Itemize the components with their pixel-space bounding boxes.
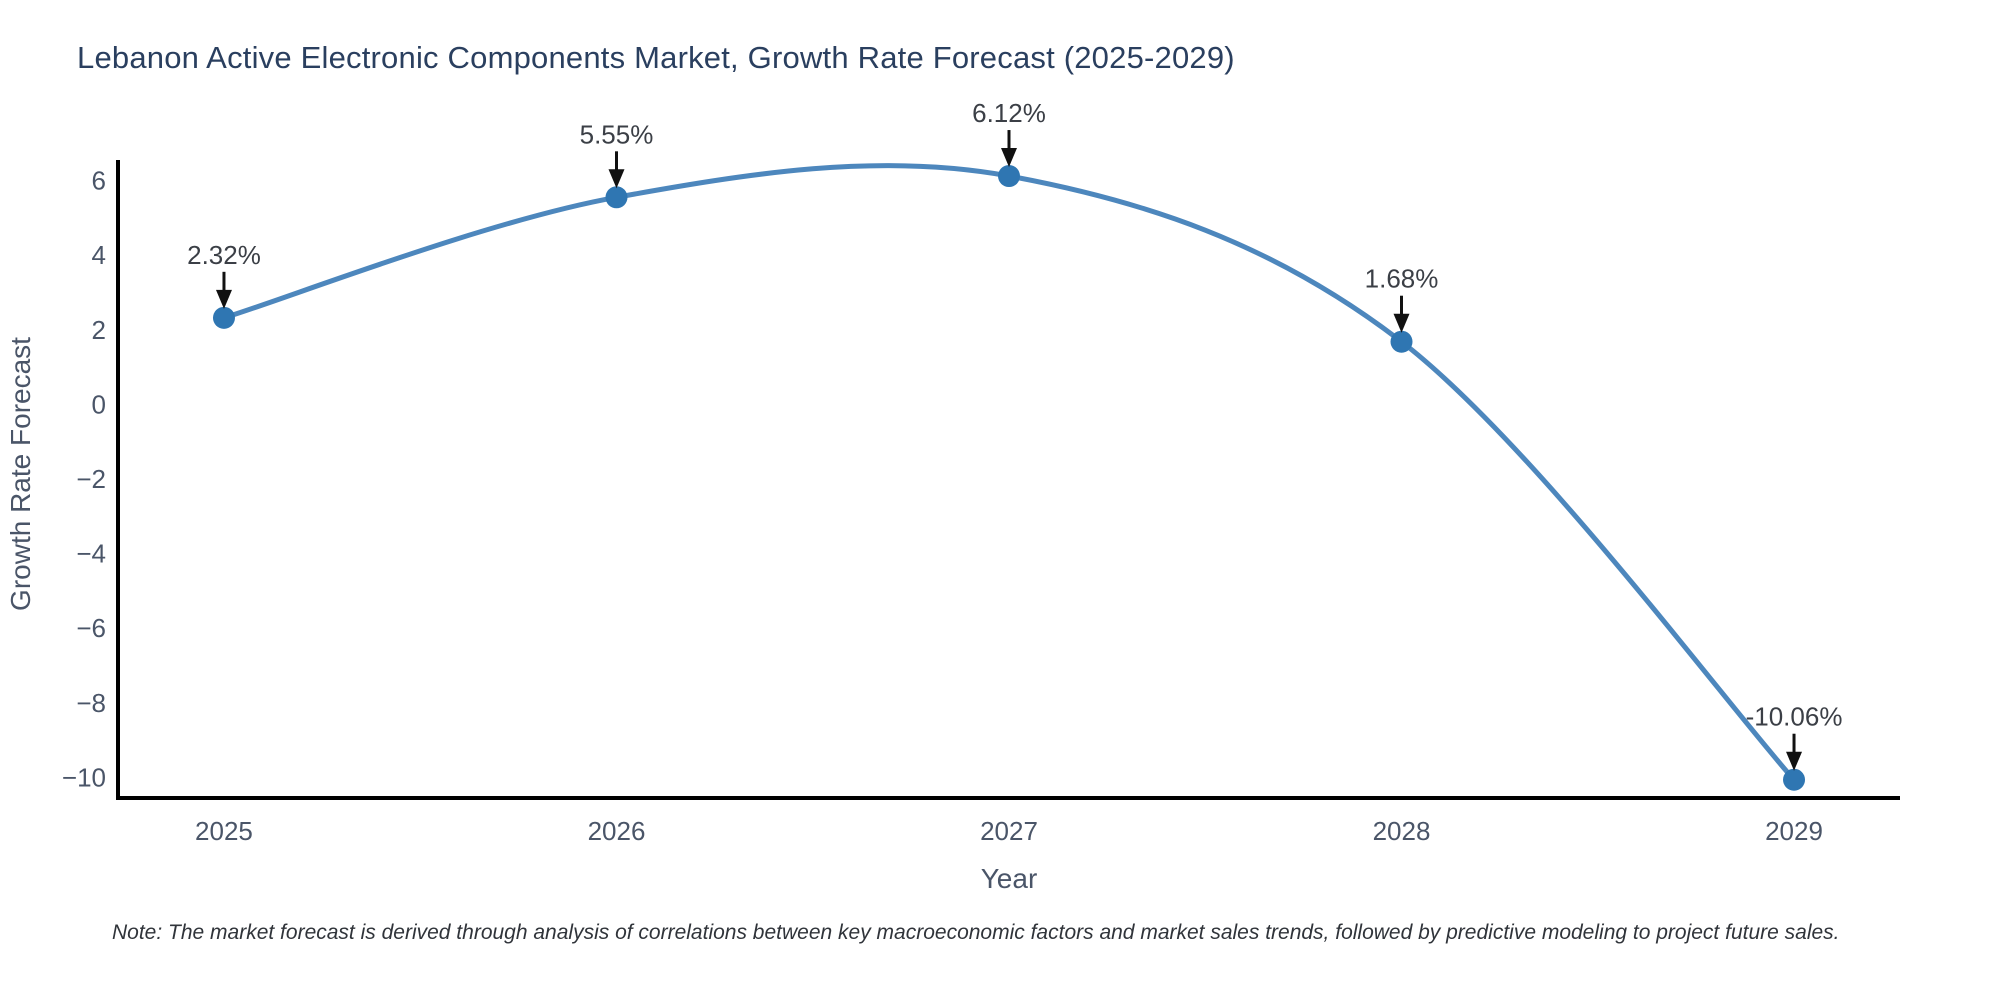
y-tick-label: 4 (92, 240, 106, 270)
data-point-marker (1390, 330, 1413, 353)
annotation-arrowhead (1001, 148, 1017, 168)
chart-title: Lebanon Active Electronic Components Mar… (77, 40, 1235, 75)
x-tick-label: 2025 (195, 816, 253, 846)
forecast-line (221, 163, 1797, 783)
data-point-marker (212, 306, 235, 329)
annotation-arrowhead (1393, 313, 1410, 333)
x-axis-label: Year (981, 863, 1038, 894)
y-tick-label: −2 (76, 464, 106, 494)
data-point-marker (605, 186, 628, 209)
y-tick-label: −6 (76, 613, 106, 643)
y-tick-label: −4 (76, 539, 106, 569)
point-annotation: 2.32% (187, 240, 261, 270)
x-tick-label: 2027 (980, 816, 1038, 846)
x-tick-label: 2028 (1373, 816, 1431, 846)
point-annotation: 5.55% (580, 119, 654, 149)
y-tick-label: −10 (62, 762, 106, 792)
y-tick-label: −8 (76, 688, 106, 718)
data-point-marker (1783, 768, 1806, 791)
x-tick-label: 2029 (1765, 816, 1823, 846)
footnote: Note: The market forecast is derived thr… (112, 921, 1840, 944)
annotation-arrowhead (1786, 751, 1803, 771)
y-tick-label: 6 (92, 166, 106, 196)
x-tick-label: 2026 (588, 816, 646, 846)
data-point-marker (998, 165, 1020, 188)
y-tick-label: 0 (92, 389, 106, 419)
point-annotation: 1.68% (1365, 264, 1439, 294)
y-tick-label: 2 (92, 315, 106, 345)
point-annotation: -10.06% (1746, 702, 1843, 732)
annotation-arrowhead (608, 169, 625, 189)
y-axis-label: Growth Rate Forecast (5, 337, 36, 611)
point-annotation: 6.12% (972, 98, 1046, 128)
annotation-arrowhead (215, 289, 232, 309)
